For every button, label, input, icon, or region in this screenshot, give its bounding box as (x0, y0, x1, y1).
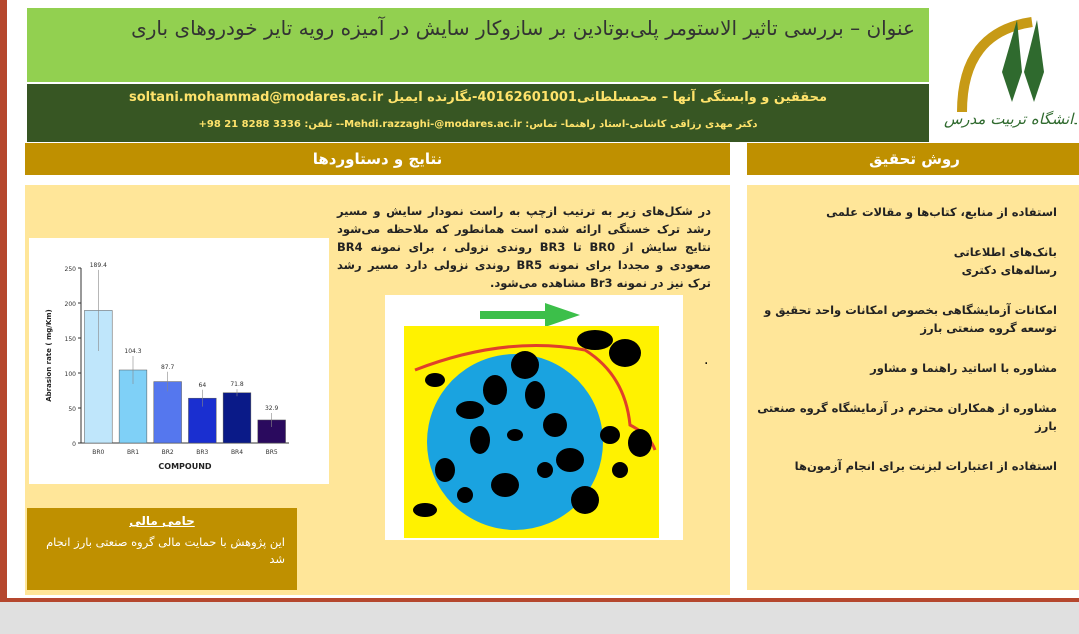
method-item: مشاوره از همکاران محترم در آزمایشگاه گرو… (757, 401, 1057, 433)
authors-line: محققین و وابستگی آنها – محمسلطانی4016260… (128, 90, 828, 105)
x-tick-label: BR3 (196, 449, 208, 456)
data-label: 189.4 (90, 262, 107, 269)
method-panel: استفاده از منابع، کتاب‌ها و مقالات علمی … (747, 185, 1079, 590)
x-tick-label: BR2 (162, 449, 174, 456)
x-tick-label: BR1 (127, 449, 139, 456)
stray-dot: . (704, 352, 709, 368)
method-item: مشاوره با اساتید راهنما و مشاور (870, 361, 1057, 375)
data-label: 71.8 (230, 381, 244, 388)
y-tick-label: 0 (72, 441, 76, 448)
bar (222, 392, 252, 444)
abrasion-chart: 0 50 100 150 200 250 189.4 BR0 104.3 BR1 87.7 BR2 64… (29, 238, 329, 484)
sponsor-text: این پژوهش با حمایت مالی گروه صنعتی بارز … (46, 535, 285, 566)
poster: عنوان – بررسی تاثیر الاستومر پلی‌بوتادین… (0, 0, 1079, 602)
method-item: امکانات آزمایشگاهی بخصوص امکانات واحد تح… (764, 303, 1057, 335)
y-tick-label: 50 (68, 406, 76, 413)
data-label: 104.3 (124, 348, 141, 355)
sponsor-title: حامی مالی (129, 514, 195, 528)
university-logo: دانشگاه تربیت مدرس (942, 12, 1079, 137)
svg-text:دانشگاه تربیت مدرس: دانشگاه تربیت مدرس (944, 110, 1077, 128)
y-tick-label: 250 (65, 266, 77, 273)
y-tick-label: 200 (65, 301, 77, 308)
data-label: 64 (199, 382, 207, 389)
poster-title: عنوان – بررسی تاثیر الاستومر پلی‌بوتادین… (27, 8, 929, 82)
bar (153, 381, 182, 444)
results-heading: نتایج و دستاوردها (25, 143, 730, 175)
method-item: استفاده از اعتبارات لبزنت برای انجام آزم… (794, 459, 1057, 473)
results-text: در شکل‌های زیر به ترتیب ازچپ به راست نمو… (337, 204, 712, 290)
x-axis-label: COMPOUND (158, 462, 211, 471)
x-tick-label: BR4 (231, 449, 243, 456)
advisor-line: دکتر مهدی رزاقی کاشانی-استاد راهنما- تما… (198, 119, 758, 130)
data-label: 87.7 (161, 364, 175, 371)
crack-growth-image (385, 295, 683, 540)
method-item: استفاده از منابع، کتاب‌ها و مقالات علمی (826, 205, 1057, 219)
y-tick-label: 100 (65, 371, 77, 378)
data-label: 32.9 (265, 405, 279, 412)
y-axis-label: Abrasion rate ( mg/Km) (45, 309, 53, 402)
arrow-left-icon (480, 303, 580, 327)
x-tick-label: BR0 (92, 449, 104, 456)
sponsor-box: حامی مالی این پژوهش با حمایت مالی گروه ص… (27, 508, 297, 590)
x-tick-label: BR5 (266, 449, 278, 456)
method-heading: روش تحقیق (747, 143, 1079, 175)
y-tick-label: 150 (65, 336, 77, 343)
authors-block: محققین و وابستگی آنها – محمسلطانی4016260… (27, 84, 929, 142)
method-item: بانک‌های اطلاعاتی رساله‌های دکتری (953, 245, 1057, 277)
